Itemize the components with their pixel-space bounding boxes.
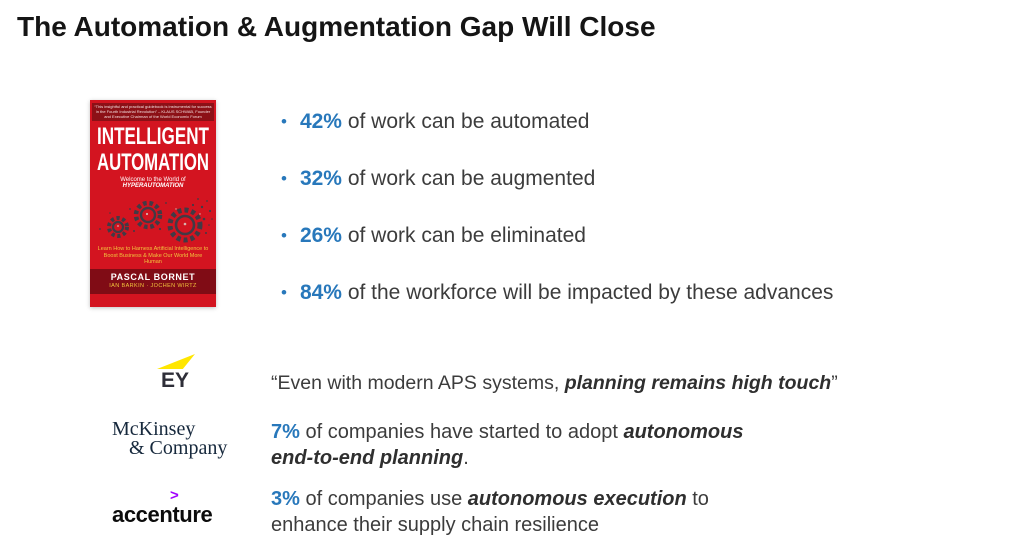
bullet-dot-icon: •: [281, 283, 287, 302]
bullet-workforce: • 84% of the workforce will be impacted …: [281, 280, 833, 307]
book-title: INTELLIGENT AUTOMATION: [97, 123, 209, 176]
stat-percent: 84%: [299, 281, 342, 304]
stat-text: of the workforce will be impacted by the…: [341, 281, 834, 304]
book-tagline: Learn How to Harness Artificial Intellig…: [97, 246, 209, 266]
accenture-percent: 3%: [271, 488, 300, 510]
mckinsey-emphasis-line1: autonomous: [623, 421, 744, 443]
bullet-dot-icon: •: [281, 112, 287, 131]
accenture-emphasis: autonomous execution: [467, 488, 687, 510]
page-title: The Automation & Augmentation Gap Will C…: [17, 11, 656, 42]
bullet-augmented: • 32% of work can be augmented: [281, 166, 833, 193]
mckinsey-emphasis-line2: end-to-end planning: [271, 447, 464, 469]
stat-text: of work can be eliminated: [341, 224, 586, 247]
stats-bullet-list: • 42% of work can be automated • 32% of …: [281, 109, 833, 337]
ey-quote-suffix: ”: [831, 372, 838, 394]
stat-percent: 32%: [299, 167, 342, 190]
stat-percent: 42%: [299, 110, 342, 133]
mckinsey-tail: .: [463, 447, 469, 469]
book-authors-secondary: IAN BARKIN · JOCHEN WIRTZ: [109, 283, 197, 290]
accenture-wordmark: accenture: [112, 502, 213, 527]
gears-illustration: [99, 198, 213, 243]
book-subtitle-highlight: HYPERAUTOMATION: [122, 183, 184, 190]
mckinsey-logo: McKinsey & Company: [112, 418, 228, 459]
book-authors-band: PASCAL BORNET IAN BARKIN · JOCHEN WIRTZ: [90, 268, 216, 295]
accenture-statement: 3% of companies use autonomous execution…: [271, 486, 709, 538]
mckinsey-logo-line2: & Company: [129, 436, 228, 459]
bullet-dot-icon: •: [281, 226, 287, 245]
accenture-tail-line2: enhance their supply chain resilience: [271, 514, 599, 536]
stat-text: of work can be automated: [341, 110, 590, 133]
book-cover: “This insightful and practical guidebook…: [90, 100, 216, 307]
mckinsey-logo-line1: McKinsey: [112, 418, 196, 440]
ey-quote-prefix: “Even with modern APS systems,: [271, 372, 565, 394]
stat-text: of work can be augmented: [341, 167, 596, 190]
book-endorsement-text: “This insightful and practical guidebook…: [92, 103, 214, 122]
stat-percent: 26%: [299, 224, 342, 247]
book-author-primary: PASCAL BORNET: [110, 271, 196, 282]
mckinsey-mid: of companies have started to adopt: [299, 421, 624, 443]
bullet-automated: • 42% of work can be automated: [281, 109, 833, 136]
accenture-tail-line1: to: [686, 488, 709, 510]
book-subtitle-prefix: Welcome to the World of: [120, 177, 188, 184]
book-title-line1: INTELLIGENT: [97, 123, 209, 150]
ey-quote: “Even with modern APS systems, planning …: [271, 370, 838, 396]
bullet-dot-icon: •: [281, 169, 287, 188]
ey-logo: EY: [155, 354, 195, 393]
ey-quote-emphasis: planning remains high touch: [564, 372, 832, 394]
accenture-chevron-icon: >: [170, 487, 179, 504]
mckinsey-statement: 7% of companies have started to adopt au…: [271, 419, 743, 471]
ey-beam-icon: [157, 354, 195, 369]
accenture-mid: of companies use: [299, 488, 468, 510]
book-subtitle: Welcome to the World of HYPERAUTOMATION: [90, 177, 216, 189]
ey-wordmark: EY: [160, 369, 189, 392]
mckinsey-percent: 7%: [271, 421, 300, 443]
bullet-eliminated: • 26% of work can be eliminated: [281, 223, 833, 250]
book-title-line2: AUTOMATION: [97, 149, 209, 176]
